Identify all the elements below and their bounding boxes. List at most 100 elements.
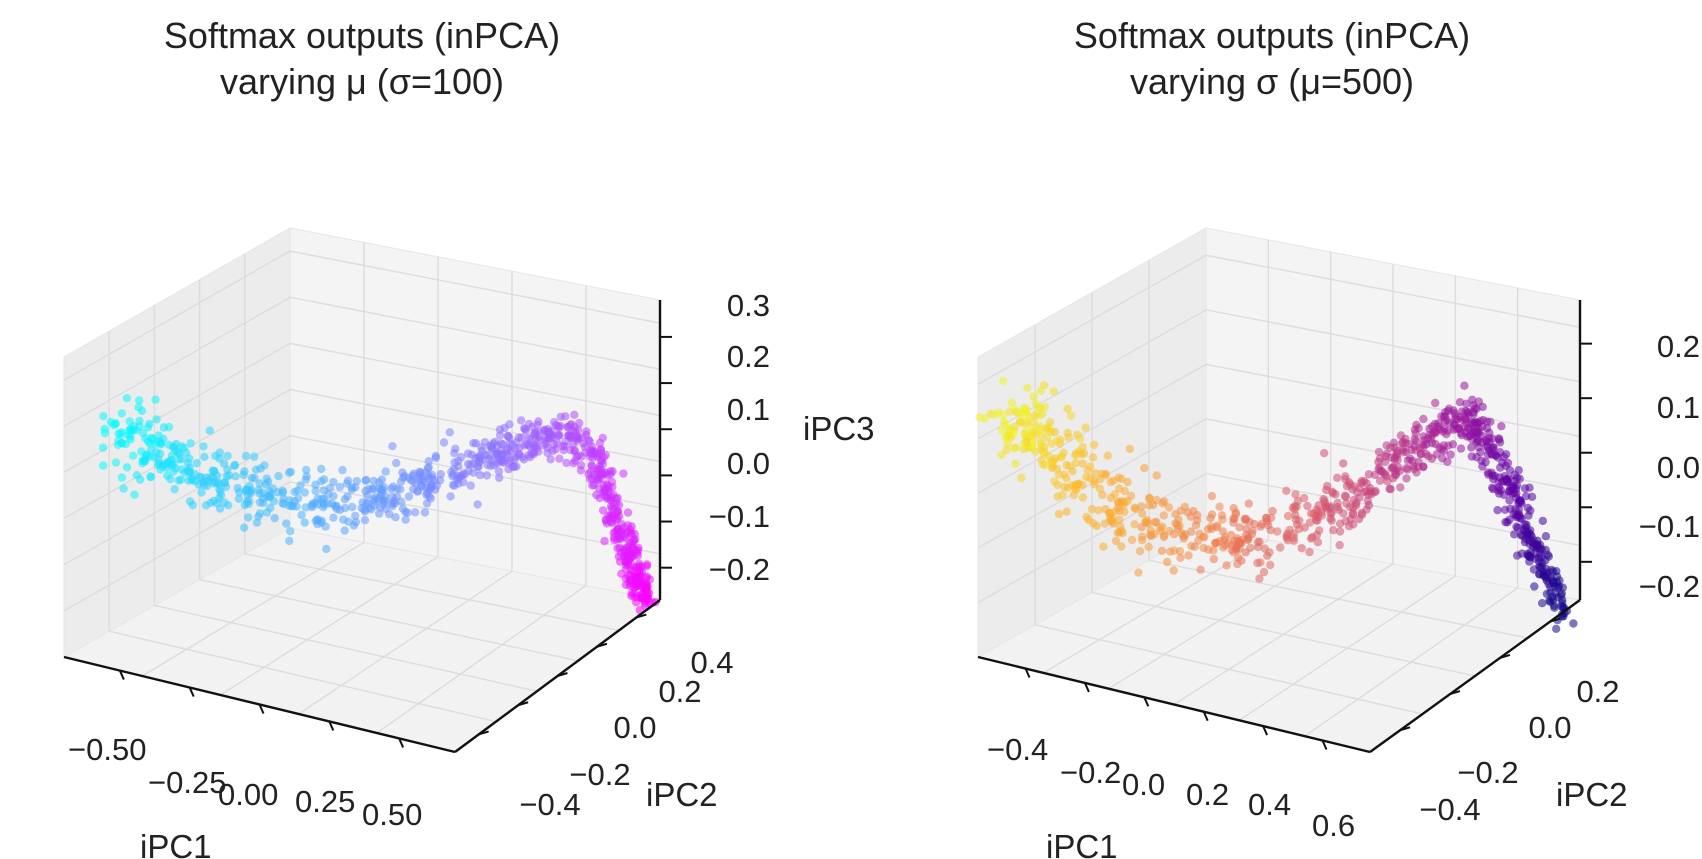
right-data-point: [1069, 490, 1079, 500]
right-data-point: [1090, 480, 1099, 489]
right-data-point: [1451, 412, 1460, 421]
left-data-point: [106, 417, 116, 427]
left-data-point: [290, 487, 299, 496]
left-grid-y-floor: [154, 604, 538, 692]
left-data-point: [254, 485, 263, 495]
left-y-tick-label: −0.4: [519, 787, 580, 822]
left-data-point: [159, 423, 169, 432]
right-data-point: [1313, 538, 1323, 547]
right-data-point: [1091, 469, 1100, 478]
right-data-point: [1163, 557, 1172, 567]
left-data-point: [135, 416, 144, 426]
left-data-point: [547, 434, 556, 443]
left-data-point: [240, 523, 249, 532]
right-data-point: [1030, 411, 1040, 420]
left-data-point: [508, 462, 518, 472]
right-data-point: [1075, 434, 1085, 443]
left-y-tick-label: −0.2: [569, 757, 630, 792]
left-data-point: [614, 512, 624, 521]
right-data-point: [1226, 530, 1236, 540]
right-data-point: [1224, 538, 1233, 548]
right-data-point: [1355, 493, 1364, 502]
left-data-point: [431, 485, 440, 494]
left-data-point: [126, 435, 135, 444]
right-data-point: [1497, 422, 1506, 431]
left-data-point: [548, 446, 557, 456]
left-data-point: [260, 461, 269, 470]
left-data-point: [547, 427, 556, 436]
left-data-point: [640, 601, 650, 610]
right-data-point: [1436, 425, 1445, 434]
right-data-point: [1414, 424, 1423, 433]
right-data-point: [975, 413, 984, 422]
left-data-point: [231, 472, 240, 481]
left-data-point: [388, 442, 397, 451]
right-data-point: [1229, 518, 1238, 527]
right-data-point: [1117, 542, 1126, 551]
right-data-point: [1099, 542, 1108, 551]
right-data-point: [1402, 464, 1411, 473]
left-data-point: [634, 559, 644, 568]
right-y-tick-label: 0.0: [1528, 710, 1571, 745]
right-data-point: [1322, 504, 1331, 513]
left-data-point: [119, 484, 128, 493]
right-data-point: [1532, 543, 1541, 552]
left-data-point: [117, 473, 127, 482]
left-y-tick: [478, 730, 489, 736]
left-data-point: [436, 470, 445, 479]
left-data-point: [329, 513, 338, 522]
left-data-point: [607, 518, 616, 527]
right-data-point: [1120, 507, 1129, 517]
right-data-point: [1022, 405, 1031, 414]
left-data-point: [495, 473, 504, 483]
right-data-point: [1410, 464, 1419, 474]
left-data-point: [392, 458, 401, 468]
right-data-point: [1030, 447, 1040, 456]
left-data-point: [99, 461, 108, 470]
left-y-tick: [557, 672, 568, 677]
left-data-point: [116, 429, 125, 439]
left-data-point: [234, 494, 244, 503]
left-data-point: [301, 503, 310, 512]
left-y-tick-label: 0.2: [658, 674, 701, 709]
right-data-point: [1424, 452, 1433, 461]
left-x-tick: [118, 670, 125, 680]
right-data-point: [1335, 527, 1345, 536]
right-data-point: [1535, 557, 1544, 566]
left-data-point: [278, 488, 287, 497]
left-data-point: [352, 476, 361, 486]
left-data-point: [409, 484, 418, 494]
left-data-point: [111, 458, 121, 467]
left-data-point: [122, 394, 132, 403]
left-data-point: [100, 424, 109, 434]
right-data-point: [1145, 501, 1154, 510]
right-data-point: [1487, 444, 1497, 454]
left-data-point: [340, 526, 349, 535]
right-data-point: [1303, 501, 1312, 511]
right-x-tick: [1262, 725, 1269, 736]
left-data-point: [151, 395, 160, 404]
left-y-tick: [596, 642, 608, 648]
right-data-point: [1503, 458, 1513, 468]
right-data-point: [1068, 467, 1077, 476]
left-data-point: [319, 475, 329, 484]
left-data-point: [378, 486, 387, 495]
right-data-point: [1146, 526, 1155, 535]
left-x-tick: [188, 687, 195, 697]
right-data-point: [1159, 532, 1169, 542]
left-data-point: [589, 470, 599, 479]
right-data-point: [1467, 443, 1476, 452]
right-data-point: [1022, 438, 1031, 447]
left-data-point: [146, 472, 155, 481]
right-data-point: [1090, 440, 1099, 450]
right-data-point: [1291, 490, 1300, 499]
left-data-point: [241, 451, 251, 461]
left-data-point: [172, 439, 181, 449]
left-data-point: [190, 477, 200, 486]
left-grid-x-floor: [141, 541, 365, 677]
right-data-point: [1062, 460, 1071, 470]
left-data-point: [531, 429, 540, 438]
left-data-point: [270, 513, 279, 523]
left-data-point: [495, 425, 505, 434]
